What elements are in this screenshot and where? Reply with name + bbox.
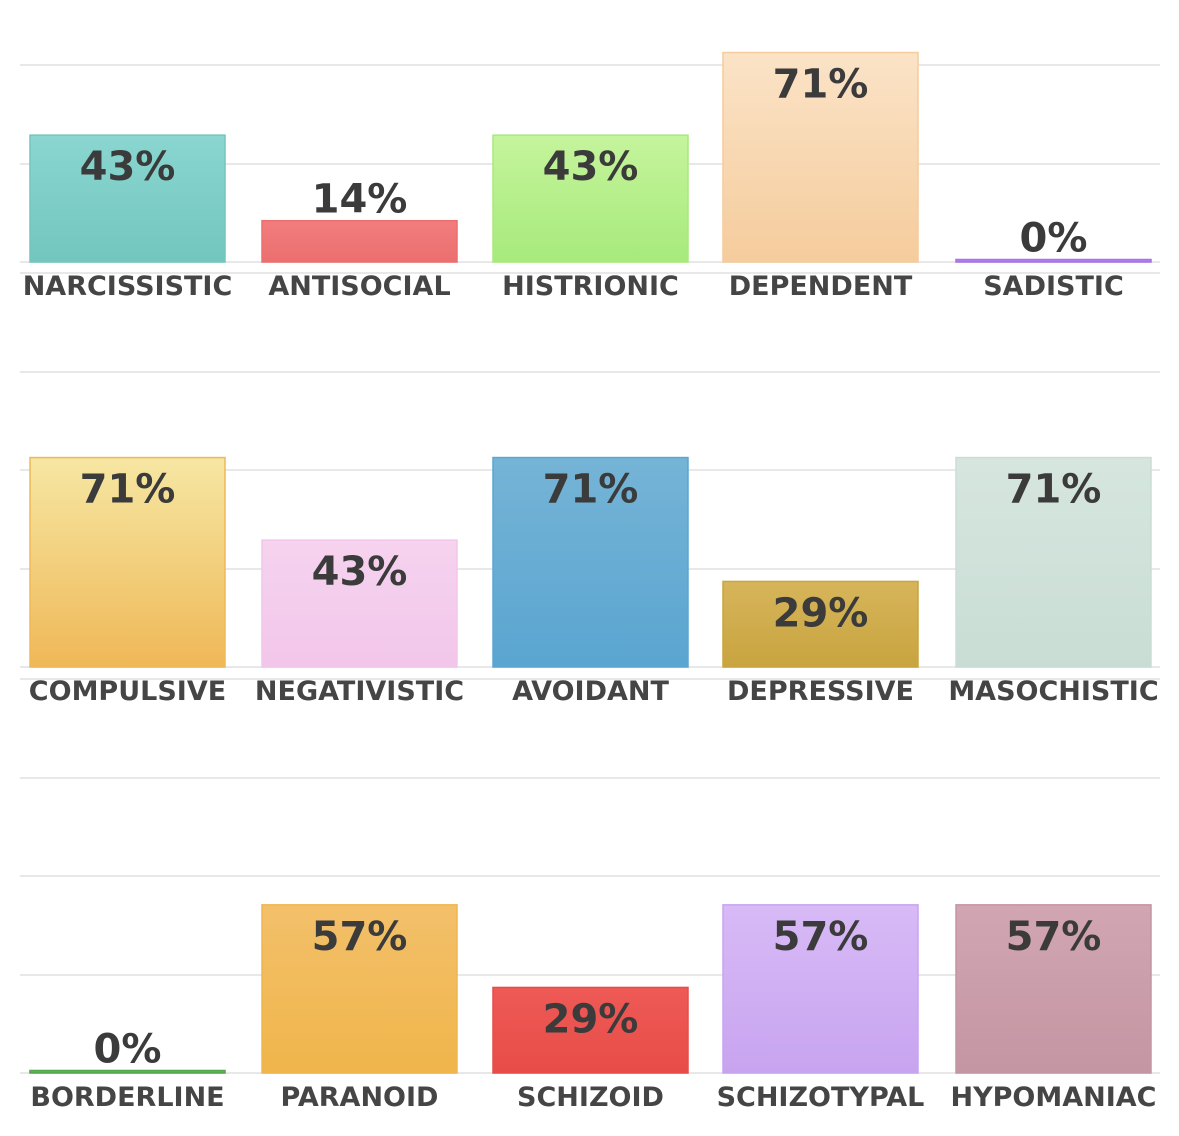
category-label: HISTRIONIC — [502, 271, 679, 302]
bar-schizoid — [492, 986, 689, 1074]
chart-panel-2: 71% COMPULSIVE 43% NEGATIVISTIC 71% AVOIDANT 2… — [20, 272, 1160, 707]
bar-value-label: 29% — [773, 590, 869, 636]
bar-compulsive — [29, 456, 226, 668]
category-label: HYPOMANIAC — [950, 1082, 1156, 1113]
category-label: COMPULSIVE — [29, 676, 226, 707]
bar-value-label: 71% — [773, 62, 869, 108]
bar-dependent — [722, 51, 919, 263]
bar-antisocial — [261, 219, 458, 263]
bar-value-label: 71% — [80, 467, 176, 513]
bar-borderline — [29, 1069, 226, 1074]
bar-value-label: 57% — [312, 914, 408, 960]
bar-value-label: 14% — [312, 177, 408, 223]
bar-schizotypal — [722, 904, 919, 1074]
bar-value-label: 0% — [1020, 216, 1088, 262]
chart-panel-1: 43% NARCISSISTIC 14% ANTISOCIAL 43% HISTRIONI… — [0, 0, 1179, 360]
bar-value-label: 43% — [312, 549, 408, 595]
category-label: NARCISSISTIC — [23, 271, 233, 302]
category-label: NEGATIVISTIC — [255, 676, 464, 707]
bar-paranoid — [261, 904, 458, 1074]
bar-value-label: 43% — [543, 144, 639, 190]
bar-value-label: 71% — [1006, 467, 1102, 513]
bar-sadistic — [955, 258, 1152, 263]
category-label: AVOIDANT — [512, 676, 669, 707]
category-label: PARANOID — [281, 1082, 439, 1113]
category-label: ANTISOCIAL — [268, 271, 450, 302]
bar-depressive — [722, 580, 919, 668]
category-label: DEPENDENT — [729, 271, 913, 302]
bar-narcissistic — [29, 134, 226, 263]
bar-masochistic — [955, 456, 1152, 668]
bar-value-label: 0% — [94, 1027, 162, 1073]
bar-chart-2: 71% COMPULSIVE 43% NEGATIVISTIC 71% AVOIDANT 2… — [20, 272, 1160, 707]
bar-chart-1: 43% NARCISSISTIC 14% ANTISOCIAL 43% HISTRIONI… — [20, 51, 1160, 302]
category-label: SCHIZOTYPAL — [717, 1082, 925, 1113]
bar-histrionic — [492, 134, 689, 263]
bar-value-label: 43% — [80, 144, 176, 190]
bar-avoidant — [492, 456, 689, 668]
category-label: MASOCHISTIC — [948, 676, 1158, 707]
category-label: SADISTIC — [983, 271, 1124, 302]
bar-value-label: 57% — [773, 914, 869, 960]
category-label: DEPRESSIVE — [727, 676, 914, 707]
bar-hypomaniac — [955, 904, 1152, 1074]
category-label: SCHIZOID — [517, 1082, 664, 1113]
bar-value-label: 29% — [543, 996, 639, 1042]
bar-value-label: 57% — [1006, 914, 1102, 960]
bar-value-label: 71% — [543, 467, 639, 513]
bar-negativistic — [261, 539, 458, 668]
category-label: BORDERLINE — [30, 1082, 224, 1113]
